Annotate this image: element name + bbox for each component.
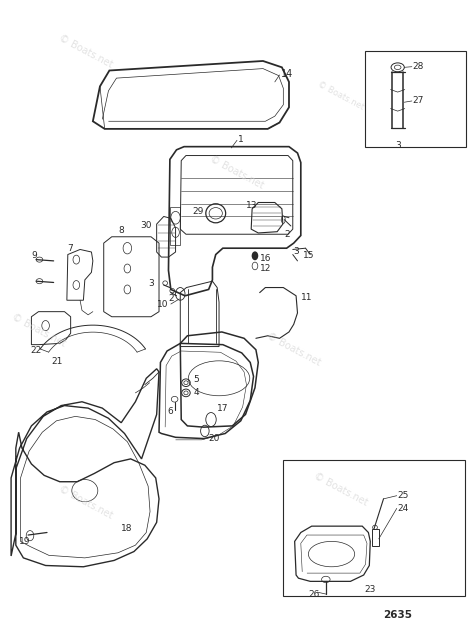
Text: 5: 5 — [193, 375, 199, 384]
Text: 30: 30 — [140, 221, 152, 230]
Text: © Boats.net: © Boats.net — [10, 312, 67, 349]
Text: 6: 6 — [167, 408, 173, 417]
Text: 19: 19 — [18, 537, 30, 546]
Text: 2: 2 — [284, 230, 290, 238]
Text: 3: 3 — [395, 141, 401, 150]
Text: 2: 2 — [168, 294, 174, 303]
Text: 20: 20 — [209, 434, 220, 443]
Text: 28: 28 — [413, 62, 424, 71]
Text: © Boats.net: © Boats.net — [57, 33, 114, 70]
Text: 12: 12 — [260, 264, 271, 273]
Text: 15: 15 — [303, 251, 315, 260]
Text: 7: 7 — [67, 244, 73, 252]
Text: © Boats.net: © Boats.net — [265, 331, 322, 368]
Text: 18: 18 — [121, 524, 133, 533]
Text: © Boats.net: © Boats.net — [312, 471, 370, 508]
Text: © Boats.net: © Boats.net — [57, 483, 114, 520]
Text: 13: 13 — [246, 200, 257, 209]
Text: 4: 4 — [193, 389, 199, 398]
Text: © Boats.net: © Boats.net — [209, 154, 265, 190]
Text: 17: 17 — [217, 404, 228, 413]
Text: 29: 29 — [192, 207, 204, 216]
Text: 23: 23 — [365, 585, 376, 594]
Text: 9: 9 — [31, 251, 37, 260]
Text: 3: 3 — [148, 279, 155, 287]
Text: 8: 8 — [118, 226, 124, 235]
Text: © Boats.net: © Boats.net — [316, 80, 365, 112]
Circle shape — [252, 251, 258, 260]
Text: 11: 11 — [301, 293, 312, 302]
Text: 10: 10 — [156, 300, 168, 308]
Text: 22: 22 — [30, 347, 41, 356]
Bar — [365, 52, 466, 147]
Bar — [170, 207, 180, 245]
Text: 2635: 2635 — [383, 610, 412, 620]
Text: 25: 25 — [398, 491, 409, 500]
Bar — [283, 460, 465, 596]
Text: 3: 3 — [294, 247, 300, 256]
Bar — [372, 529, 379, 546]
Text: 1: 1 — [238, 135, 244, 144]
Text: 14: 14 — [281, 69, 293, 80]
Text: 21: 21 — [52, 357, 63, 366]
Text: 27: 27 — [413, 97, 424, 106]
Text: 24: 24 — [398, 504, 409, 513]
Text: 16: 16 — [260, 254, 271, 263]
Text: 26: 26 — [309, 590, 320, 599]
Circle shape — [252, 262, 258, 270]
